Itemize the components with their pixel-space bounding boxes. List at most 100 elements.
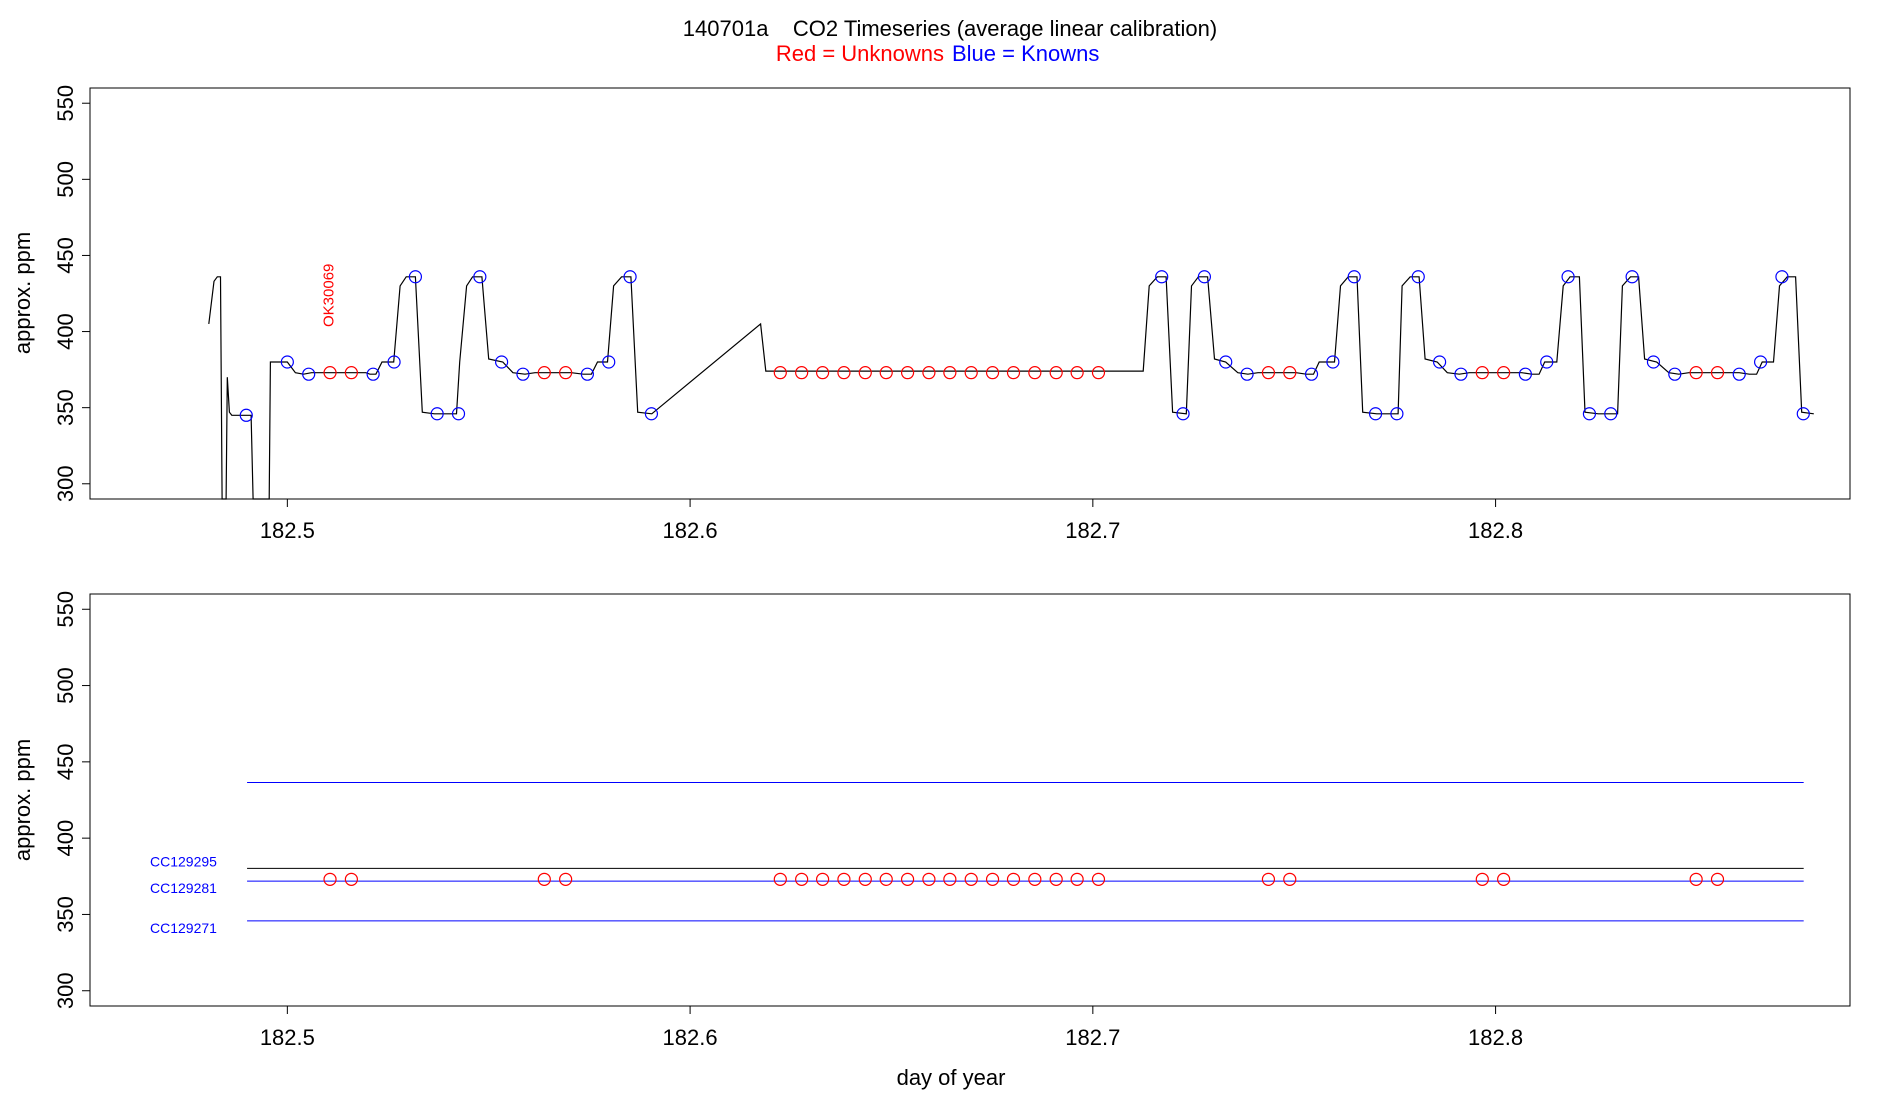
top-known-point [1411, 270, 1425, 284]
top-known-point [1433, 355, 1447, 369]
top-known-point [1518, 367, 1532, 381]
bottom-y-axis-label: approx. ppm [10, 739, 35, 861]
top-known-point [1604, 407, 1618, 421]
top-unknown-point [1689, 366, 1703, 380]
top-unknown-point [1710, 366, 1725, 380]
top-known-point [1540, 355, 1554, 369]
top-known-point [302, 367, 316, 381]
bottom-unknown-point [815, 872, 830, 886]
bottom-unknown-point [1689, 872, 1703, 886]
bottom-unknown-point [837, 872, 851, 886]
top-unknown-point [1475, 366, 1489, 380]
top-x-tick-label: 182.7 [1065, 518, 1120, 543]
top-y-tick-label: 300 [53, 465, 78, 502]
top-plot-frame [89, 87, 1851, 500]
top-unknown-point [1261, 366, 1276, 380]
top-known-point [1176, 407, 1190, 421]
top-unknown-point [1497, 366, 1511, 380]
bottom-unknown-point [1710, 872, 1725, 886]
bottom-x-tick-label: 182.5 [260, 1025, 315, 1050]
top-unknown-point [344, 366, 358, 380]
bottom-unknown-point [922, 872, 936, 886]
top-known-point [1454, 367, 1468, 381]
top-unknown-point [1028, 366, 1042, 380]
top-unknown-point [1091, 366, 1106, 380]
calibration-lines-group: CC129295 CC129281 CC129271 [150, 781, 1804, 936]
bottom-unknown-point [1028, 872, 1042, 886]
top-unknown-point [795, 366, 809, 380]
top-y-tick-label: 400 [53, 313, 78, 350]
top-unknown-point [1070, 366, 1084, 380]
top-known-point [1240, 367, 1254, 381]
bottom-unknown-point [879, 872, 893, 886]
top-unknown-point [1283, 366, 1297, 380]
top-y-tick-label: 500 [53, 161, 78, 198]
calibration-line-label: CC129295 [150, 853, 217, 869]
top-unknowns-group [323, 366, 1725, 380]
bottom-x-tick-label: 182.6 [663, 1025, 718, 1050]
bottom-unknown-point [1261, 872, 1276, 886]
top-unknown-point [773, 366, 787, 380]
top-known-point [1155, 270, 1169, 284]
bottom-y-tick-label: 300 [53, 972, 78, 1009]
top-unknown-point [900, 366, 915, 380]
top-x-tick-label: 182.5 [260, 518, 315, 543]
top-unknown-point [985, 366, 1000, 380]
top-known-point [1197, 270, 1211, 284]
top-known-point [1646, 355, 1661, 369]
top-unknown-point [815, 366, 830, 380]
top-known-point [1347, 270, 1361, 284]
calibration-line-label: CC129271 [150, 920, 217, 936]
top-panel: approx. ppm 182.5 182.6 182.7 182.8 300 350 40… [10, 85, 1851, 543]
top-unknown-point [943, 366, 957, 380]
bottom-panel: approx. ppm 182.5 182.6 182.7 182.8 300 350 40… [10, 591, 1851, 1090]
bottom-unknowns-group [323, 872, 1725, 886]
bottom-unknown-point [773, 872, 787, 886]
legend-unknowns: Red = Unknowns [776, 41, 944, 66]
bottom-unknown-point [559, 872, 573, 886]
bottom-unknown-point [537, 872, 551, 886]
top-known-point [516, 367, 530, 381]
bottom-unknown-point [858, 872, 872, 886]
top-known-point [1326, 355, 1340, 369]
bottom-unknown-point [1070, 872, 1084, 886]
top-known-point [1390, 407, 1404, 421]
top-unknown-point [879, 366, 893, 380]
top-known-point [1625, 270, 1639, 284]
bottom-axis-ticks: 182.5 182.6 182.7 182.8 300 350 400 450 500 550 [53, 591, 1523, 1050]
bottom-unknown-point [985, 872, 1000, 886]
sample-annotation-label: OK30069 [321, 264, 338, 327]
top-known-point [1561, 270, 1575, 284]
top-known-point [495, 355, 509, 369]
bottom-x-tick-label: 182.8 [1468, 1025, 1523, 1050]
top-axis-ticks: 182.5 182.6 182.7 182.8 300 350 400 450 500 550 [53, 85, 1523, 543]
top-unknown-point [1006, 366, 1021, 380]
top-unknown-point [858, 366, 872, 380]
bottom-y-tick-label: 450 [53, 743, 78, 780]
top-unknown-point [1049, 366, 1063, 380]
top-known-point [1582, 407, 1597, 421]
top-unknown-point [323, 366, 337, 380]
top-trace-line [208, 276, 1814, 500]
bottom-unknown-point [1049, 872, 1063, 886]
figure-title: 140701a CO2 Timeseries (average linear c… [683, 16, 1217, 41]
top-knowns-group [239, 270, 1810, 422]
top-y-tick-label: 350 [53, 389, 78, 426]
legend-knowns: Blue = Knowns [952, 41, 1099, 66]
top-known-point [644, 407, 659, 421]
top-known-point [1304, 367, 1319, 381]
top-known-point [366, 367, 380, 381]
bottom-plot-frame [89, 593, 1851, 1007]
top-known-point [387, 355, 401, 369]
top-known-point [239, 408, 253, 422]
bottom-unknown-point [1283, 872, 1297, 886]
top-unknown-point [922, 366, 936, 380]
top-known-point [602, 355, 616, 369]
bottom-unknown-point [900, 872, 915, 886]
top-x-tick-label: 182.8 [1468, 518, 1523, 543]
top-known-point [1796, 407, 1810, 421]
top-known-point [623, 270, 637, 284]
top-known-point [1753, 355, 1768, 369]
top-unknown-point [559, 366, 573, 380]
